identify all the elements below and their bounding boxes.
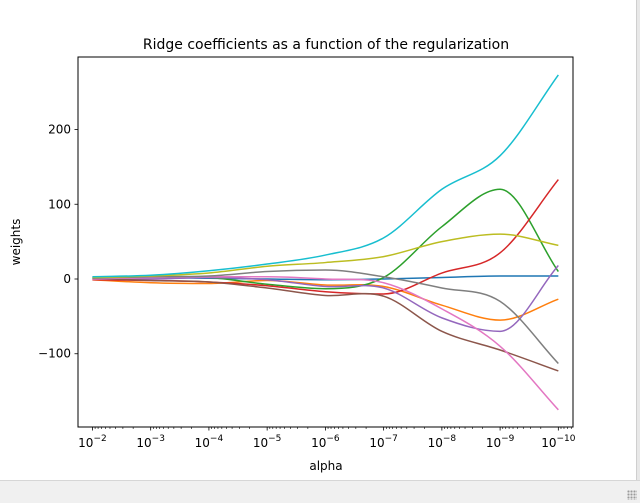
series-line-6 (92, 277, 559, 372)
y-tick-label: 0 (63, 272, 71, 286)
series-line-10 (92, 74, 559, 278)
x-tick-label: 10−8 (428, 434, 457, 450)
x-tick-label: 10−3 (136, 434, 165, 450)
chart: Ridge coefficients as a function of the … (9, 37, 576, 473)
x-tick-label: 10−10 (541, 434, 576, 450)
x-axis-label: alpha (309, 459, 342, 473)
resize-grip-icon[interactable] (627, 490, 637, 500)
y-tick-label: 200 (48, 123, 71, 137)
x-tick-label: 10−7 (369, 434, 398, 450)
x-tick-label: 10−2 (78, 434, 107, 450)
x-tick-label: 10−9 (486, 434, 515, 450)
x-tick-label: 10−4 (195, 434, 224, 450)
x-tick-label: 10−5 (253, 434, 282, 450)
x-tick-label: 10−6 (311, 434, 340, 450)
y-tick-label: −100 (38, 347, 71, 361)
series-line-9 (92, 233, 559, 279)
y-axis-label: weights (9, 219, 23, 266)
y-tick-label: 100 (48, 197, 71, 211)
series-line-5 (92, 265, 559, 333)
axes-frame (77, 56, 574, 428)
status-bar (0, 480, 640, 503)
series-layer (92, 74, 559, 411)
series-line-2 (92, 279, 559, 321)
window-edge (636, 0, 640, 480)
plot-area (78, 57, 573, 427)
chart-title: Ridge coefficients as a function of the … (143, 37, 509, 53)
tick-layer: 10−2 10−3 10−4 10−5 10−6 10−7 10−8 10−9 10−10 −10… (38, 123, 576, 450)
series-line-8 (92, 269, 559, 364)
